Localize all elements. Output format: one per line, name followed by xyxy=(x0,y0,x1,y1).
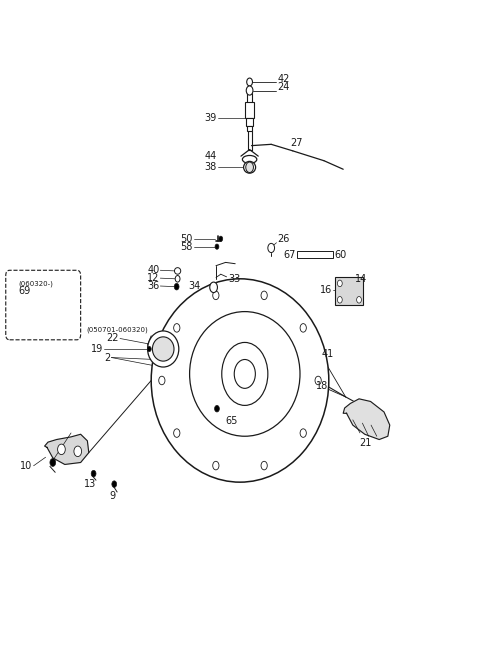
Text: 34: 34 xyxy=(188,281,201,291)
Ellipse shape xyxy=(175,268,180,274)
Polygon shape xyxy=(45,434,89,464)
Circle shape xyxy=(246,162,253,173)
Text: 39: 39 xyxy=(204,113,217,123)
Bar xyxy=(297,251,333,258)
Text: 19: 19 xyxy=(91,344,103,354)
Text: 13: 13 xyxy=(84,479,96,489)
Circle shape xyxy=(215,405,219,412)
Circle shape xyxy=(174,323,180,332)
Text: 36: 36 xyxy=(147,281,159,291)
Text: 10: 10 xyxy=(20,461,33,471)
Ellipse shape xyxy=(242,155,257,163)
Text: 2: 2 xyxy=(104,352,110,363)
Circle shape xyxy=(261,461,267,470)
Text: 44: 44 xyxy=(204,151,217,161)
Circle shape xyxy=(74,446,82,457)
Circle shape xyxy=(300,429,306,438)
Text: 27: 27 xyxy=(290,138,303,148)
Circle shape xyxy=(58,444,65,455)
Text: 67: 67 xyxy=(283,249,296,260)
Circle shape xyxy=(337,280,342,287)
Text: 40: 40 xyxy=(147,265,159,276)
Circle shape xyxy=(268,243,275,253)
Circle shape xyxy=(112,481,117,487)
Text: 12: 12 xyxy=(147,273,159,283)
Ellipse shape xyxy=(151,279,329,482)
Circle shape xyxy=(215,244,219,249)
Text: 65: 65 xyxy=(226,416,238,426)
Circle shape xyxy=(213,291,219,300)
Circle shape xyxy=(234,359,255,388)
Text: 24: 24 xyxy=(277,81,290,92)
Ellipse shape xyxy=(153,337,174,361)
Ellipse shape xyxy=(244,161,256,173)
Text: 14: 14 xyxy=(355,274,368,284)
Text: (050701-060320): (050701-060320) xyxy=(86,327,148,333)
Circle shape xyxy=(261,291,267,300)
Ellipse shape xyxy=(190,312,300,436)
Text: 50: 50 xyxy=(180,234,193,244)
Circle shape xyxy=(174,429,180,438)
Text: 21: 21 xyxy=(359,438,372,448)
Text: 38: 38 xyxy=(204,162,217,173)
Text: 16: 16 xyxy=(320,285,332,295)
Text: 22: 22 xyxy=(107,333,119,344)
Circle shape xyxy=(357,297,361,303)
Text: 42: 42 xyxy=(277,73,290,84)
Circle shape xyxy=(246,86,253,95)
FancyBboxPatch shape xyxy=(6,270,81,340)
Ellipse shape xyxy=(33,301,61,326)
Circle shape xyxy=(337,297,342,303)
Circle shape xyxy=(213,461,219,470)
Circle shape xyxy=(315,377,321,384)
Circle shape xyxy=(50,459,56,466)
Ellipse shape xyxy=(27,295,67,333)
Text: 26: 26 xyxy=(277,234,290,245)
Text: 18: 18 xyxy=(316,380,328,391)
Circle shape xyxy=(159,377,165,384)
Text: 60: 60 xyxy=(335,249,347,260)
Circle shape xyxy=(174,283,179,290)
Text: (060320-): (060320-) xyxy=(18,280,53,287)
Polygon shape xyxy=(343,399,390,440)
Circle shape xyxy=(300,323,306,332)
Text: 33: 33 xyxy=(228,274,240,284)
Circle shape xyxy=(222,342,268,405)
Ellipse shape xyxy=(148,331,179,367)
Circle shape xyxy=(219,236,223,241)
Text: 9: 9 xyxy=(109,491,116,501)
Text: 69: 69 xyxy=(18,286,31,297)
Circle shape xyxy=(247,78,252,86)
Circle shape xyxy=(210,282,217,293)
Bar xyxy=(245,102,254,118)
Ellipse shape xyxy=(175,276,180,282)
Text: 41: 41 xyxy=(322,349,334,359)
Bar xyxy=(335,277,363,305)
Bar xyxy=(246,118,253,126)
Bar xyxy=(247,126,252,131)
Circle shape xyxy=(147,346,151,352)
Circle shape xyxy=(91,470,96,477)
Text: 58: 58 xyxy=(180,241,193,252)
